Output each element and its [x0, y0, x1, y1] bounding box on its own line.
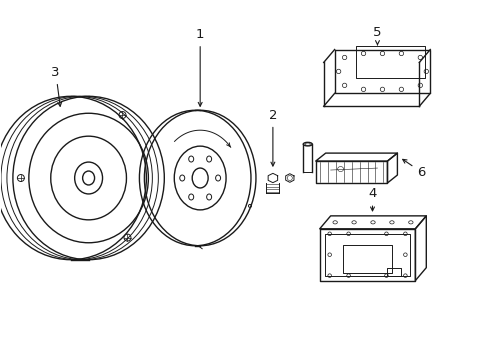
- Text: 5: 5: [372, 26, 381, 45]
- Text: 3: 3: [51, 66, 61, 106]
- Text: 4: 4: [367, 188, 376, 211]
- Text: 2: 2: [268, 109, 277, 166]
- Text: 6: 6: [402, 159, 425, 179]
- Text: 1: 1: [196, 28, 204, 106]
